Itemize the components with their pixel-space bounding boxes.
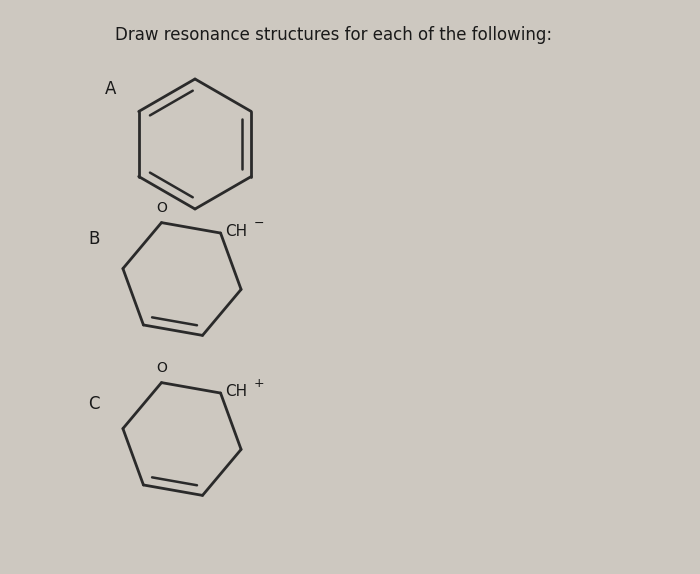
Text: B: B (88, 230, 99, 248)
Text: CH: CH (225, 383, 248, 398)
Text: C: C (88, 395, 99, 413)
Text: CH: CH (225, 223, 248, 239)
Text: Draw resonance structures for each of the following:: Draw resonance structures for each of th… (115, 26, 552, 44)
Text: O: O (156, 360, 167, 375)
Text: +: + (253, 377, 264, 390)
Text: A: A (105, 80, 116, 98)
Text: O: O (156, 201, 167, 215)
Text: −: − (253, 216, 264, 230)
